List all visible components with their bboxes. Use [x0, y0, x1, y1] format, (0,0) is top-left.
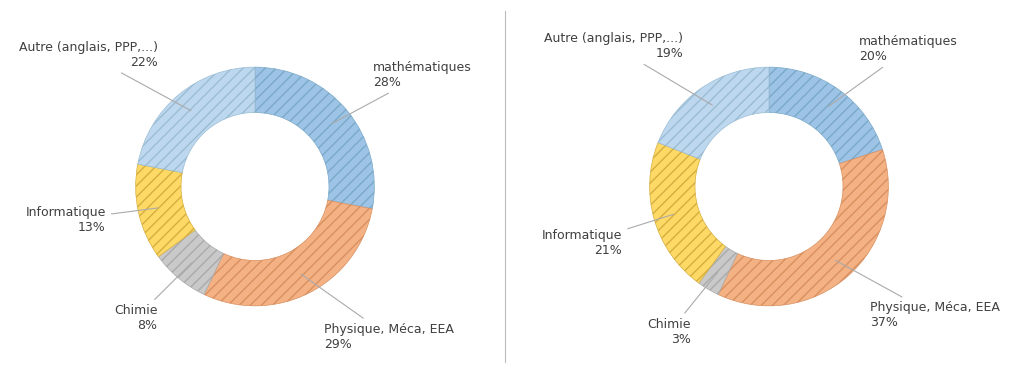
- Text: Autre (anglais, PPP,...)
22%: Autre (anglais, PPP,...) 22%: [18, 41, 190, 111]
- Wedge shape: [718, 150, 889, 306]
- Wedge shape: [204, 200, 373, 306]
- Wedge shape: [255, 67, 375, 209]
- Wedge shape: [658, 67, 769, 159]
- Text: Autre (anglais, PPP,...)
19%: Autre (anglais, PPP,...) 19%: [544, 32, 713, 105]
- Text: Physique, Méca, EEA
29%: Physique, Méca, EEA 29%: [301, 274, 455, 351]
- Text: Chimie
3%: Chimie 3%: [648, 272, 718, 346]
- Wedge shape: [649, 142, 725, 283]
- Wedge shape: [159, 230, 223, 295]
- Text: Chimie
8%: Chimie 8%: [114, 263, 191, 332]
- Text: mathématiques
28%: mathématiques 28%: [332, 61, 471, 123]
- Wedge shape: [769, 67, 883, 164]
- Text: Informatique
21%: Informatique 21%: [542, 214, 674, 257]
- Wedge shape: [135, 164, 196, 257]
- Wedge shape: [698, 247, 737, 295]
- Wedge shape: [138, 67, 255, 173]
- Text: Informatique
13%: Informatique 13%: [26, 206, 158, 234]
- Text: Physique, Méca, EEA
37%: Physique, Méca, EEA 37%: [836, 260, 999, 329]
- Text: mathématiques
20%: mathématiques 20%: [828, 35, 957, 107]
